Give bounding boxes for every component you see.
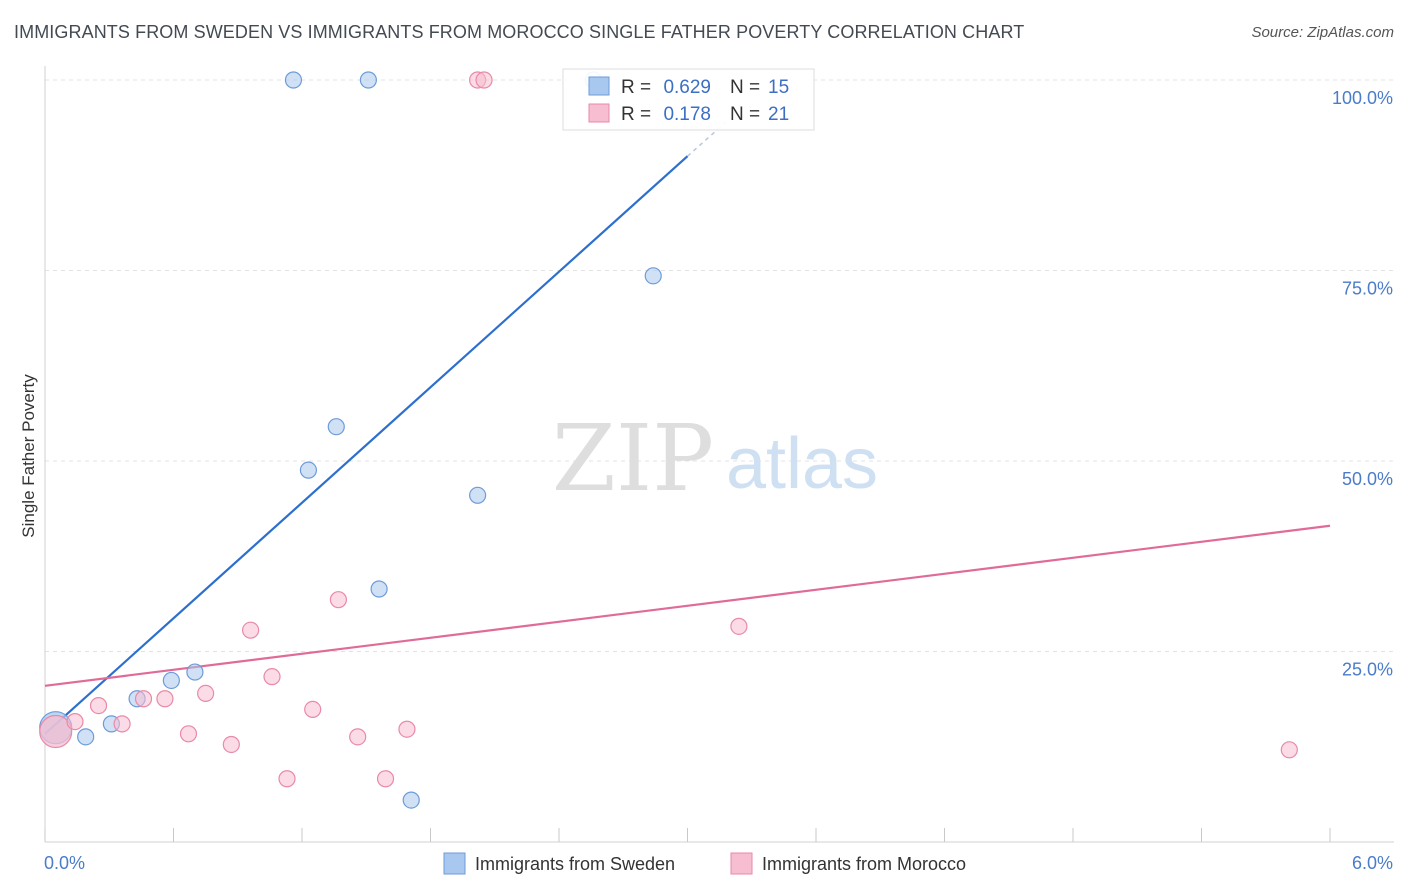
point-0-5 [186, 663, 204, 681]
point-0-11 [402, 791, 420, 809]
point-1-18 [475, 71, 493, 89]
series-swatch-1 [730, 852, 753, 875]
point-1-2 [89, 697, 108, 715]
y-tick-label-0: 25.0% [1342, 660, 1393, 680]
watermark-zip: ZIP [552, 405, 714, 512]
data-points [39, 71, 1298, 809]
point-1-11 [278, 770, 296, 788]
point-0-13 [644, 267, 662, 285]
point-0-1 [77, 728, 95, 746]
trend-line-1 [44, 524, 1331, 687]
point-0-4 [162, 671, 180, 690]
series-swatch-0 [443, 852, 466, 875]
source-credit: Source: ZipAtlas.com [1251, 24, 1394, 41]
trend-lines [44, 117, 1331, 735]
point-1-13 [329, 591, 348, 609]
point-0-10 [370, 580, 388, 598]
tick-labels: 25.0% 50.0% 75.0% 100.0% 0.0% 6.0% [44, 88, 1393, 873]
point-1-8 [222, 735, 240, 754]
point-1-0 [39, 714, 73, 749]
point-1-7 [197, 684, 215, 703]
x-tick-label-max: 6.0% [1352, 853, 1393, 873]
point-0-6 [284, 71, 303, 89]
stats-swatch-0 [588, 76, 610, 96]
point-1-14 [349, 728, 367, 746]
series-legend: Immigrants from Sweden Immigrants from Mo… [443, 852, 966, 875]
x-tick-label-min: 0.0% [44, 853, 85, 873]
point-0-12 [469, 486, 487, 504]
stats-r-label-0: R = [621, 77, 651, 98]
y-tick-label-2: 75.0% [1342, 279, 1393, 299]
point-1-1 [66, 713, 84, 731]
stats-r-label-1: R = [621, 104, 651, 125]
stats-legend: R = 0.629 N = 15 R = 0.178 N = 21 [562, 68, 815, 131]
stats-r-value-1: 0.178 [663, 104, 711, 125]
point-1-3 [113, 715, 131, 733]
point-1-15 [376, 770, 395, 788]
stats-swatch-1 [588, 103, 610, 123]
series-label-0: Immigrants from Sweden [475, 854, 675, 874]
series-label-1: Immigrants from Morocco [762, 854, 966, 874]
stats-n-label-1: N = [730, 104, 760, 125]
point-1-9 [242, 621, 260, 639]
point-1-16 [398, 720, 416, 738]
watermark-atlas: atlas [726, 424, 878, 504]
point-0-9 [327, 418, 345, 436]
trend-line-extension-0 [687, 117, 731, 157]
point-1-19 [730, 617, 748, 635]
point-1-6 [179, 725, 198, 743]
stats-r-value-0: 0.629 [663, 77, 711, 98]
y-axis-title: Single Father Poverty [19, 374, 38, 538]
point-1-4 [134, 690, 153, 708]
chart-title: IMMIGRANTS FROM SWEDEN VS IMMIGRANTS FRO… [14, 22, 1025, 42]
point-1-12 [304, 700, 322, 719]
point-0-8 [299, 461, 318, 479]
watermark: ZIP atlas [552, 405, 878, 512]
trend-line-0 [44, 155, 689, 735]
y-tick-label-1: 50.0% [1342, 469, 1393, 489]
point-0-7 [359, 71, 377, 89]
y-tick-label-3: 100.0% [1332, 88, 1393, 108]
axes [44, 66, 1394, 843]
stats-n-value-1: 21 [768, 104, 789, 125]
stats-n-label-0: N = [730, 77, 760, 98]
point-1-10 [263, 668, 281, 686]
point-1-20 [1280, 741, 1298, 759]
stats-n-value-0: 15 [768, 77, 789, 98]
point-1-5 [156, 690, 174, 708]
grid [45, 79, 1394, 652]
